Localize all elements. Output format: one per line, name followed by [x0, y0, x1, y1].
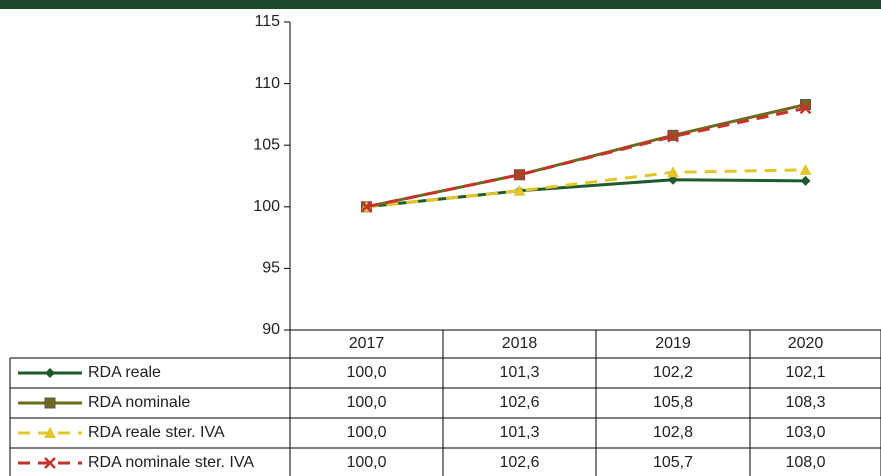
- y-tick-label: 95: [262, 260, 280, 277]
- table-value: 102,1: [785, 364, 825, 381]
- point: [799, 163, 812, 175]
- series-line: [366, 168, 806, 209]
- table-value: 102,6: [499, 394, 539, 411]
- y-tick-label: 115: [254, 13, 280, 30]
- point: [45, 368, 55, 378]
- table-value: 100,0: [346, 454, 386, 471]
- series-line: [366, 106, 806, 209]
- table-value: 100,0: [346, 394, 386, 411]
- y-tick-label: 100: [253, 198, 280, 215]
- x-tick-label: 2020: [788, 335, 824, 352]
- table-value: 102,2: [653, 364, 693, 381]
- table-value: 100,0: [346, 424, 386, 441]
- table-value: 101,3: [499, 424, 539, 441]
- point: [44, 457, 56, 469]
- table-value: 108,0: [785, 454, 825, 471]
- point: [44, 397, 56, 409]
- point: [667, 130, 679, 143]
- table-value: 108,3: [785, 394, 825, 411]
- header-banner: [0, 0, 881, 9]
- point: [800, 175, 811, 186]
- y-tick-label: 105: [253, 136, 280, 153]
- table-value: 102,6: [499, 454, 539, 471]
- table-value: 103,0: [785, 424, 825, 441]
- legend-label: RDA reale ster. IVA: [88, 424, 225, 441]
- x-tick-label: 2019: [655, 335, 691, 352]
- series-line: [366, 103, 806, 209]
- table-value: 105,8: [653, 394, 693, 411]
- series-line: [366, 178, 806, 209]
- x-tick-label: 2017: [349, 335, 385, 352]
- table-value: 105,7: [653, 454, 693, 471]
- point: [667, 166, 679, 178]
- y-tick-label: 110: [254, 75, 280, 92]
- x-tick-label: 2018: [502, 335, 538, 352]
- y-tick-label: 90: [262, 321, 280, 338]
- point: [44, 427, 56, 438]
- point: [513, 168, 526, 181]
- table-value: 101,3: [499, 364, 539, 381]
- table-value: 100,0: [346, 364, 386, 381]
- point: [513, 184, 526, 196]
- legend-label: RDA reale: [88, 364, 161, 381]
- table-value: 102,8: [653, 424, 693, 441]
- legend-label: RDA nominale ster. IVA: [88, 454, 254, 471]
- point: [799, 102, 812, 115]
- point: [360, 200, 373, 213]
- legend-label: RDA nominale: [88, 394, 190, 411]
